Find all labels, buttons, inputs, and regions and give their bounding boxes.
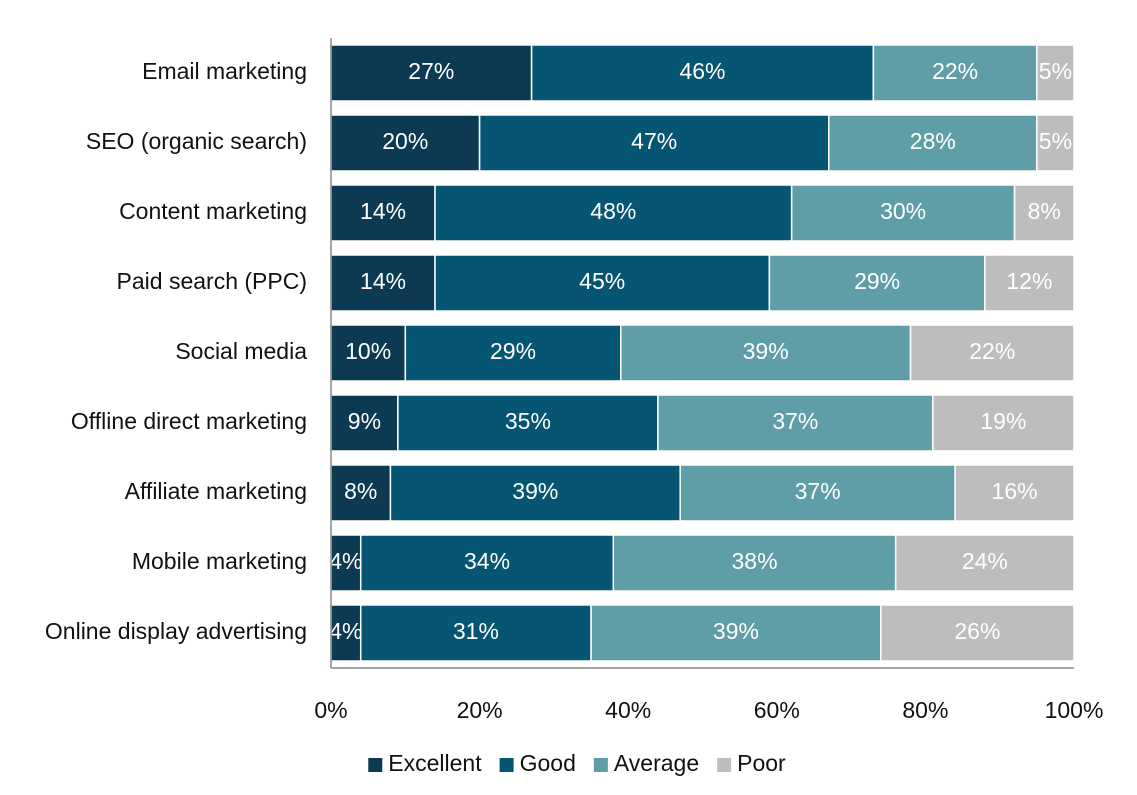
data-label-poor-content-marketing: 8%: [1028, 198, 1061, 224]
legend-label-good: Good: [520, 750, 576, 776]
data-label-average-content-marketing: 30%: [880, 198, 926, 224]
bar-segment-excellent-paid-search-ppc: [330, 254, 436, 312]
data-label-excellent-email-marketing: 27%: [408, 58, 454, 84]
data-label-excellent-paid-search-ppc: 14%: [360, 268, 406, 294]
x-tick-label-80: 80%: [902, 697, 948, 723]
legend-item-excellent: Excellent: [368, 750, 482, 776]
bar-segment-average-email-marketing: [872, 44, 1038, 102]
category-label-offline-direct-marketing: Offline direct marketing: [71, 408, 307, 434]
data-label-good-social-media: 29%: [490, 338, 536, 364]
data-label-good-email-marketing: 46%: [679, 58, 725, 84]
data-label-average-offline-direct-marketing: 37%: [772, 408, 818, 434]
category-label-content-marketing: Content marketing: [119, 198, 307, 224]
bar-segment-poor-email-marketing: [1036, 44, 1075, 102]
legend-label-excellent: Excellent: [388, 750, 482, 776]
data-label-average-email-marketing: 22%: [932, 58, 978, 84]
x-tick-label-100: 100%: [1045, 697, 1104, 723]
data-label-good-seo-organic-search: 47%: [631, 128, 677, 154]
bar-segment-poor-online-display-advertising: [880, 604, 1075, 662]
legend-swatch-excellent: [368, 758, 383, 772]
bar-segment-poor-social-media: [909, 324, 1075, 382]
data-label-excellent-offline-direct-marketing: 9%: [348, 408, 381, 434]
data-label-average-affiliate-marketing: 37%: [795, 478, 841, 504]
bar-segment-good-email-marketing: [530, 44, 875, 102]
data-label-poor-paid-search-ppc: 12%: [1006, 268, 1052, 294]
data-label-poor-affiliate-marketing: 16%: [992, 478, 1038, 504]
data-label-poor-offline-direct-marketing: 19%: [980, 408, 1026, 434]
x-tick-label-60: 60%: [754, 697, 800, 723]
bar-segment-excellent-seo-organic-search: [330, 114, 481, 172]
data-label-excellent-affiliate-marketing: 8%: [344, 478, 377, 504]
category-label-mobile-marketing: Mobile marketing: [132, 548, 307, 574]
bar-segment-poor-offline-direct-marketing: [932, 394, 1075, 452]
data-label-excellent-online-display-advertising: 4%: [329, 618, 362, 644]
data-label-good-paid-search-ppc: 45%: [579, 268, 625, 294]
x-tick-label-20: 20%: [457, 697, 503, 723]
bar-segment-average-online-display-advertising: [590, 604, 882, 662]
category-label-affiliate-marketing: Affiliate marketing: [125, 478, 307, 504]
category-labels: Email marketing SEO (organic search) Conte…: [45, 58, 307, 644]
category-label-seo-organic-search: SEO (organic search): [86, 128, 307, 154]
bar-segment-excellent-offline-direct-marketing: [330, 394, 399, 452]
legend-label-average: Average: [614, 750, 699, 776]
bar-segment-poor-mobile-marketing: [894, 534, 1075, 592]
data-label-good-mobile-marketing: 34%: [464, 548, 510, 574]
data-label-average-paid-search-ppc: 29%: [854, 268, 900, 294]
data-label-excellent-content-marketing: 14%: [360, 198, 406, 224]
bar-segment-good-paid-search-ppc: [434, 254, 771, 312]
bar-segment-average-offline-direct-marketing: [657, 394, 934, 452]
bar-segment-excellent-mobile-marketing: [330, 534, 362, 592]
data-label-poor-seo-organic-search: 5%: [1039, 128, 1072, 154]
bar-segment-good-offline-direct-marketing: [397, 394, 659, 452]
legend: Excellent Good Average Poor: [368, 750, 786, 776]
bar-segment-average-seo-organic-search: [828, 114, 1038, 172]
legend-swatch-good: [499, 758, 514, 772]
bar-segment-excellent-affiliate-marketing: [330, 464, 392, 522]
bar-segment-good-content-marketing: [434, 184, 793, 242]
bar-segment-good-social-media: [404, 324, 622, 382]
bar-segment-good-online-display-advertising: [359, 604, 592, 662]
bar-segment-poor-seo-organic-search: [1036, 114, 1075, 172]
data-label-poor-social-media: 22%: [969, 338, 1015, 364]
data-label-poor-mobile-marketing: 24%: [962, 548, 1008, 574]
category-label-paid-search-ppc: Paid search (PPC): [117, 268, 307, 294]
legend-item-good: Good: [499, 750, 576, 776]
legend-item-average: Average: [593, 750, 699, 776]
data-label-average-social-media: 39%: [743, 338, 789, 364]
data-label-average-seo-organic-search: 28%: [910, 128, 956, 154]
data-label-good-affiliate-marketing: 39%: [512, 478, 558, 504]
bar-segment-average-affiliate-marketing: [679, 464, 956, 522]
bar-segment-excellent-email-marketing: [330, 44, 533, 102]
data-label-good-offline-direct-marketing: 35%: [505, 408, 551, 434]
legend-swatch-poor: [717, 758, 732, 772]
category-label-online-display-advertising: Online display advertising: [45, 618, 307, 644]
legend-label-poor: Poor: [737, 750, 786, 776]
data-label-excellent-seo-organic-search: 20%: [382, 128, 428, 154]
bar-segment-average-mobile-marketing: [612, 534, 897, 592]
bar-segment-poor-affiliate-marketing: [954, 464, 1075, 522]
x-tick-label-40: 40%: [605, 697, 651, 723]
data-label-average-online-display-advertising: 39%: [713, 618, 759, 644]
plot-area: 27% 46% 22% 5% 20% 47% 28% 5% 14% 48% 30% 8% 14% 45% 2…: [329, 44, 1075, 662]
bar-segment-average-social-media: [620, 324, 912, 382]
category-label-email-marketing: Email marketing: [142, 58, 307, 84]
data-label-good-content-marketing: 48%: [590, 198, 636, 224]
category-label-social-media: Social media: [175, 338, 307, 364]
bar-segment-poor-content-marketing: [1013, 184, 1075, 242]
data-label-excellent-mobile-marketing: 4%: [329, 548, 362, 574]
legend-item-poor: Poor: [717, 750, 786, 776]
bar-segment-poor-paid-search-ppc: [984, 254, 1075, 312]
x-tick-label-0: 0%: [314, 697, 347, 723]
bar-segment-good-seo-organic-search: [478, 114, 830, 172]
data-label-good-online-display-advertising: 31%: [453, 618, 499, 644]
data-label-average-mobile-marketing: 38%: [731, 548, 777, 574]
data-label-poor-email-marketing: 5%: [1039, 58, 1072, 84]
data-label-excellent-social-media: 10%: [345, 338, 391, 364]
data-label-poor-online-display-advertising: 26%: [954, 618, 1000, 644]
x-axis-ticks: 0% 20% 40% 60% 80% 100%: [314, 697, 1103, 723]
legend-swatch-average: [593, 758, 608, 772]
